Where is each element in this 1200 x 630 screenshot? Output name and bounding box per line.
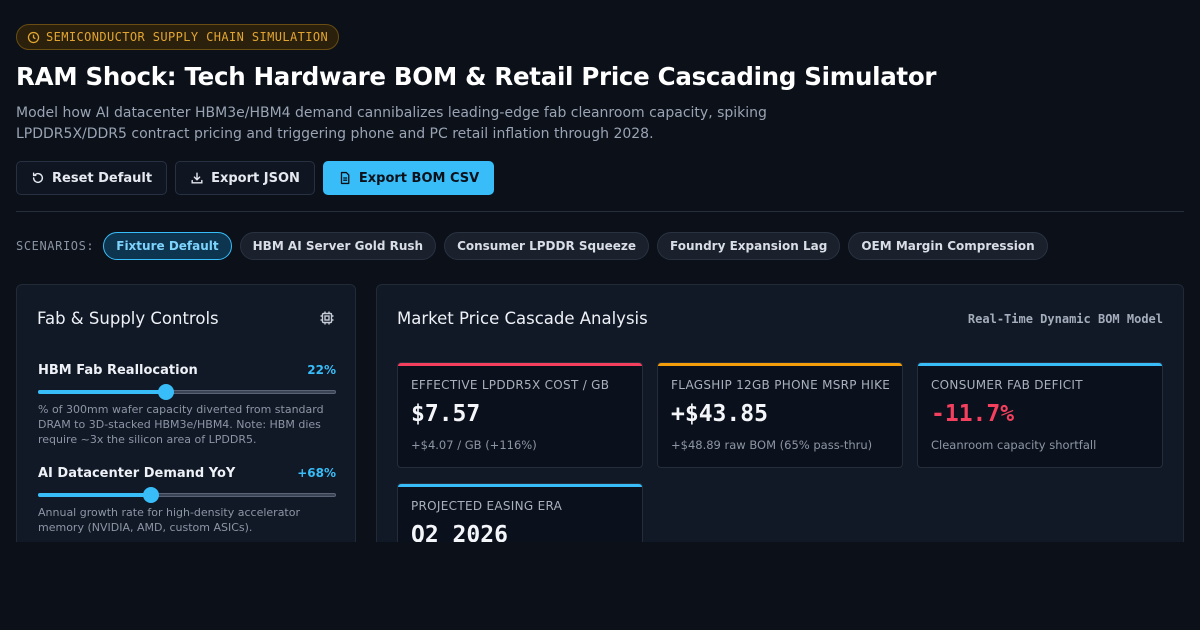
export-json-button[interactable]: Export JSON [175,161,315,195]
cpu-icon [320,311,334,325]
export-bom-csv-button[interactable]: Export BOM CSV [322,161,495,195]
reset-icon [32,172,44,184]
slider-value: 22% [307,363,336,377]
metric-card-phone-msrp-hike: FLAGSHIP 12GB PHONE MSRP HIKE +$43.85 +$… [657,362,903,468]
badge-label: SEMICONDUCTOR SUPPLY CHAIN SIMULATION [46,30,329,44]
reset-default-button[interactable]: Reset Default [16,161,168,195]
metric-subtext: Cleanroom capacity shortfall [931,438,1097,452]
analysis-title: Market Price Cascade Analysis [397,309,648,328]
scenarios-label: SCENARIOS: [16,239,95,253]
metric-subtext: +$48.89 raw BOM (65% pass-thru) [671,438,873,452]
card-accent-bar [658,363,902,366]
export-bom-csv-label: Export BOM CSV [358,170,480,186]
page-title: RAM Shock: Tech Hardware BOM & Retail Pr… [16,62,937,91]
card-accent-bar [918,363,1162,366]
clock-icon [27,31,40,43]
ai-datacenter-demand-control: AI Datacenter Demand YoY +68% Annual gro… [38,466,336,535]
model-mode-label: Real-Time Dynamic BOM Model [967,312,1163,326]
metric-value: -11.7% [931,401,1015,427]
action-toolbar: Reset Default Export JSON Export BOM CSV [16,161,495,195]
page-subtitle: Model how AI datacenter HBM3e/HBM4 deman… [16,105,767,142]
download-icon [191,172,203,184]
controls-title: Fab & Supply Controls [37,309,219,328]
scenario-chip-fixture-default[interactable]: Fixture Default [103,232,232,260]
viewport-clip [0,542,1200,630]
scenario-chip-oem-margin-compression[interactable]: OEM Margin Compression [848,232,1048,260]
metric-card-consumer-fab-deficit: CONSUMER FAB DEFICIT -11.7% Cleanroom ca… [917,362,1163,468]
metric-label: CONSUMER FAB DEFICIT [931,378,1083,392]
card-accent-bar [398,363,642,366]
reset-default-label: Reset Default [52,170,153,186]
slider-description: % of 300mm wafer capacity diverted from … [38,403,324,446]
metric-label: EFFECTIVE LPDDR5X COST / GB [411,378,610,392]
slider-thumb[interactable] [158,384,175,400]
metric-card-lpddr5x-cost: EFFECTIVE LPDDR5X COST / GB $7.57 +$4.07… [397,362,643,468]
scenario-chip-foundry-expansion-lag[interactable]: Foundry Expansion Lag [657,232,841,260]
scenario-chip-hbm-ai-server-gold-rush[interactable]: HBM AI Server Gold Rush [239,232,437,260]
hbm-fab-reallocation-slider[interactable] [38,384,336,400]
file-icon [340,171,350,185]
slider-value: +68% [297,466,336,480]
ai-datacenter-demand-slider[interactable] [38,487,336,503]
scenario-bar: SCENARIOS: Fixture Default HBM AI Server… [16,232,1048,260]
hbm-fab-reallocation-control: HBM Fab Reallocation 22% % of 300mm wafe… [38,363,336,447]
slider-description: Annual growth rate for high-density acce… [38,506,301,534]
category-badge: SEMICONDUCTOR SUPPLY CHAIN SIMULATION [16,24,340,50]
slider-thumb[interactable] [143,487,160,503]
slider-fill [38,390,167,394]
metric-subtext: +$4.07 / GB (+116%) [411,438,537,452]
header-divider [16,211,1184,212]
scenario-chip-consumer-lpddr-squeeze[interactable]: Consumer LPDDR Squeeze [444,232,650,260]
card-accent-bar [398,484,642,487]
slider-fill [38,493,152,497]
metric-value: $7.57 [411,401,481,427]
slider-label: AI Datacenter Demand YoY [38,466,236,481]
metric-label: FLAGSHIP 12GB PHONE MSRP HIKE [671,378,891,392]
slider-label: HBM Fab Reallocation [38,363,198,378]
export-json-label: Export JSON [211,170,300,186]
metric-label: PROJECTED EASING ERA [411,499,563,513]
metric-value: +$43.85 [671,401,768,427]
